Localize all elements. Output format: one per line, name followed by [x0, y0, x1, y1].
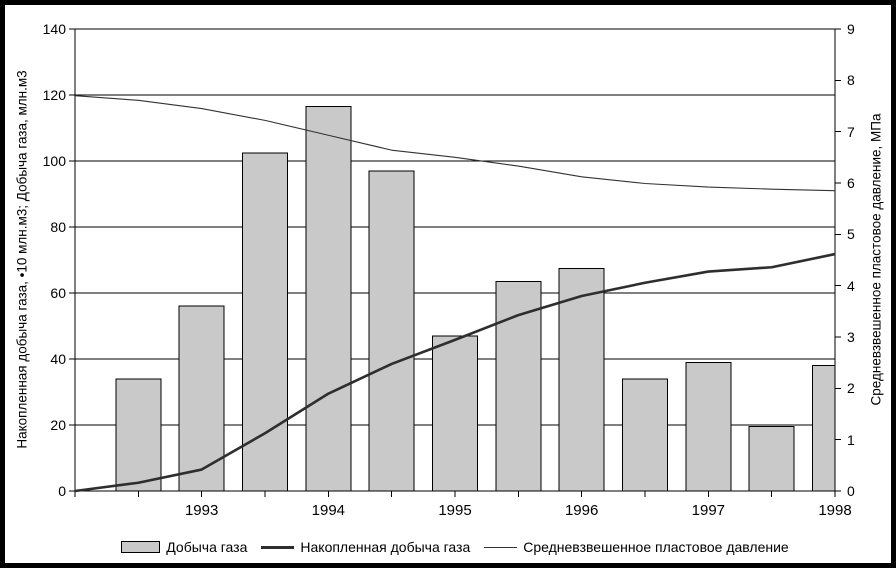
left-axis-tick-label: 40 — [50, 351, 66, 367]
bar — [115, 378, 162, 492]
bar — [622, 378, 668, 492]
bar-series-swatch-icon — [121, 541, 161, 553]
left-axis-tick-label: 100 — [42, 153, 66, 169]
left-axis-title: Накопленная добыча газа, •10 млн.м3; Доб… — [14, 70, 30, 449]
bar — [178, 305, 225, 492]
x-axis-year-label: 1994 — [311, 502, 346, 519]
chart-legend: Добыча газа Накопленная добыча газа Сред… — [75, 536, 835, 558]
bar — [242, 152, 288, 492]
cumulative-production-line — [74, 252, 836, 493]
reservoir-pressure-line — [74, 95, 836, 192]
right-axis-tick-label: 5 — [847, 226, 855, 243]
legend-label: Средневзвешенное пластовое давление — [523, 539, 789, 555]
right-axis-tick-label: 0 — [847, 483, 855, 499]
left-axis-tick-label: 80 — [50, 219, 66, 235]
legend-label: Добыча газа — [166, 539, 248, 555]
right-axis-tick-label: 8 — [847, 72, 855, 89]
right-axis-title: Средневзвешенное пластовое давление, МПа — [868, 113, 884, 406]
right-axis-tick-label: 7 — [847, 123, 855, 140]
x-axis-year-label: 1998 — [818, 502, 852, 519]
bar — [812, 365, 836, 492]
x-axis-year-label: 1993 — [184, 502, 219, 519]
right-axis-tick-label: 4 — [847, 277, 855, 294]
x-axis-year-label: 1996 — [564, 502, 599, 519]
right-axis-tick-label: 2 — [847, 380, 855, 397]
bar — [305, 106, 352, 492]
right-axis-tick-label: 3 — [847, 329, 855, 345]
x-axis-year-label: 1997 — [691, 502, 726, 519]
bar — [432, 335, 478, 492]
left-axis-tick-label: 60 — [50, 285, 66, 301]
legend-item-reservoir-pressure: Средневзвешенное пластовое давление — [484, 539, 789, 555]
legend-label: Накопленная добыча газа — [300, 539, 471, 555]
bar — [368, 170, 415, 492]
left-axis-tick-label: 140 — [42, 21, 66, 37]
left-axis-tick-label: 120 — [42, 87, 66, 103]
x-axis-year-label: 1995 — [438, 502, 472, 519]
right-axis-tick-label: 9 — [847, 21, 855, 37]
legend-item-gas-production: Добыча газа — [121, 539, 247, 555]
thick-line-swatch-icon — [261, 545, 295, 549]
bar — [685, 361, 732, 492]
left-axis-tick-label: 0 — [58, 483, 66, 499]
right-axis-tick-label: 6 — [847, 175, 855, 191]
bar — [748, 426, 795, 492]
right-axis-tick-label: 1 — [847, 431, 855, 448]
legend-item-cumulative-production: Накопленная добыча газа — [261, 539, 470, 555]
bar — [495, 280, 542, 492]
left-axis-tick-label: 20 — [50, 417, 66, 433]
thin-line-swatch-icon — [484, 546, 518, 548]
